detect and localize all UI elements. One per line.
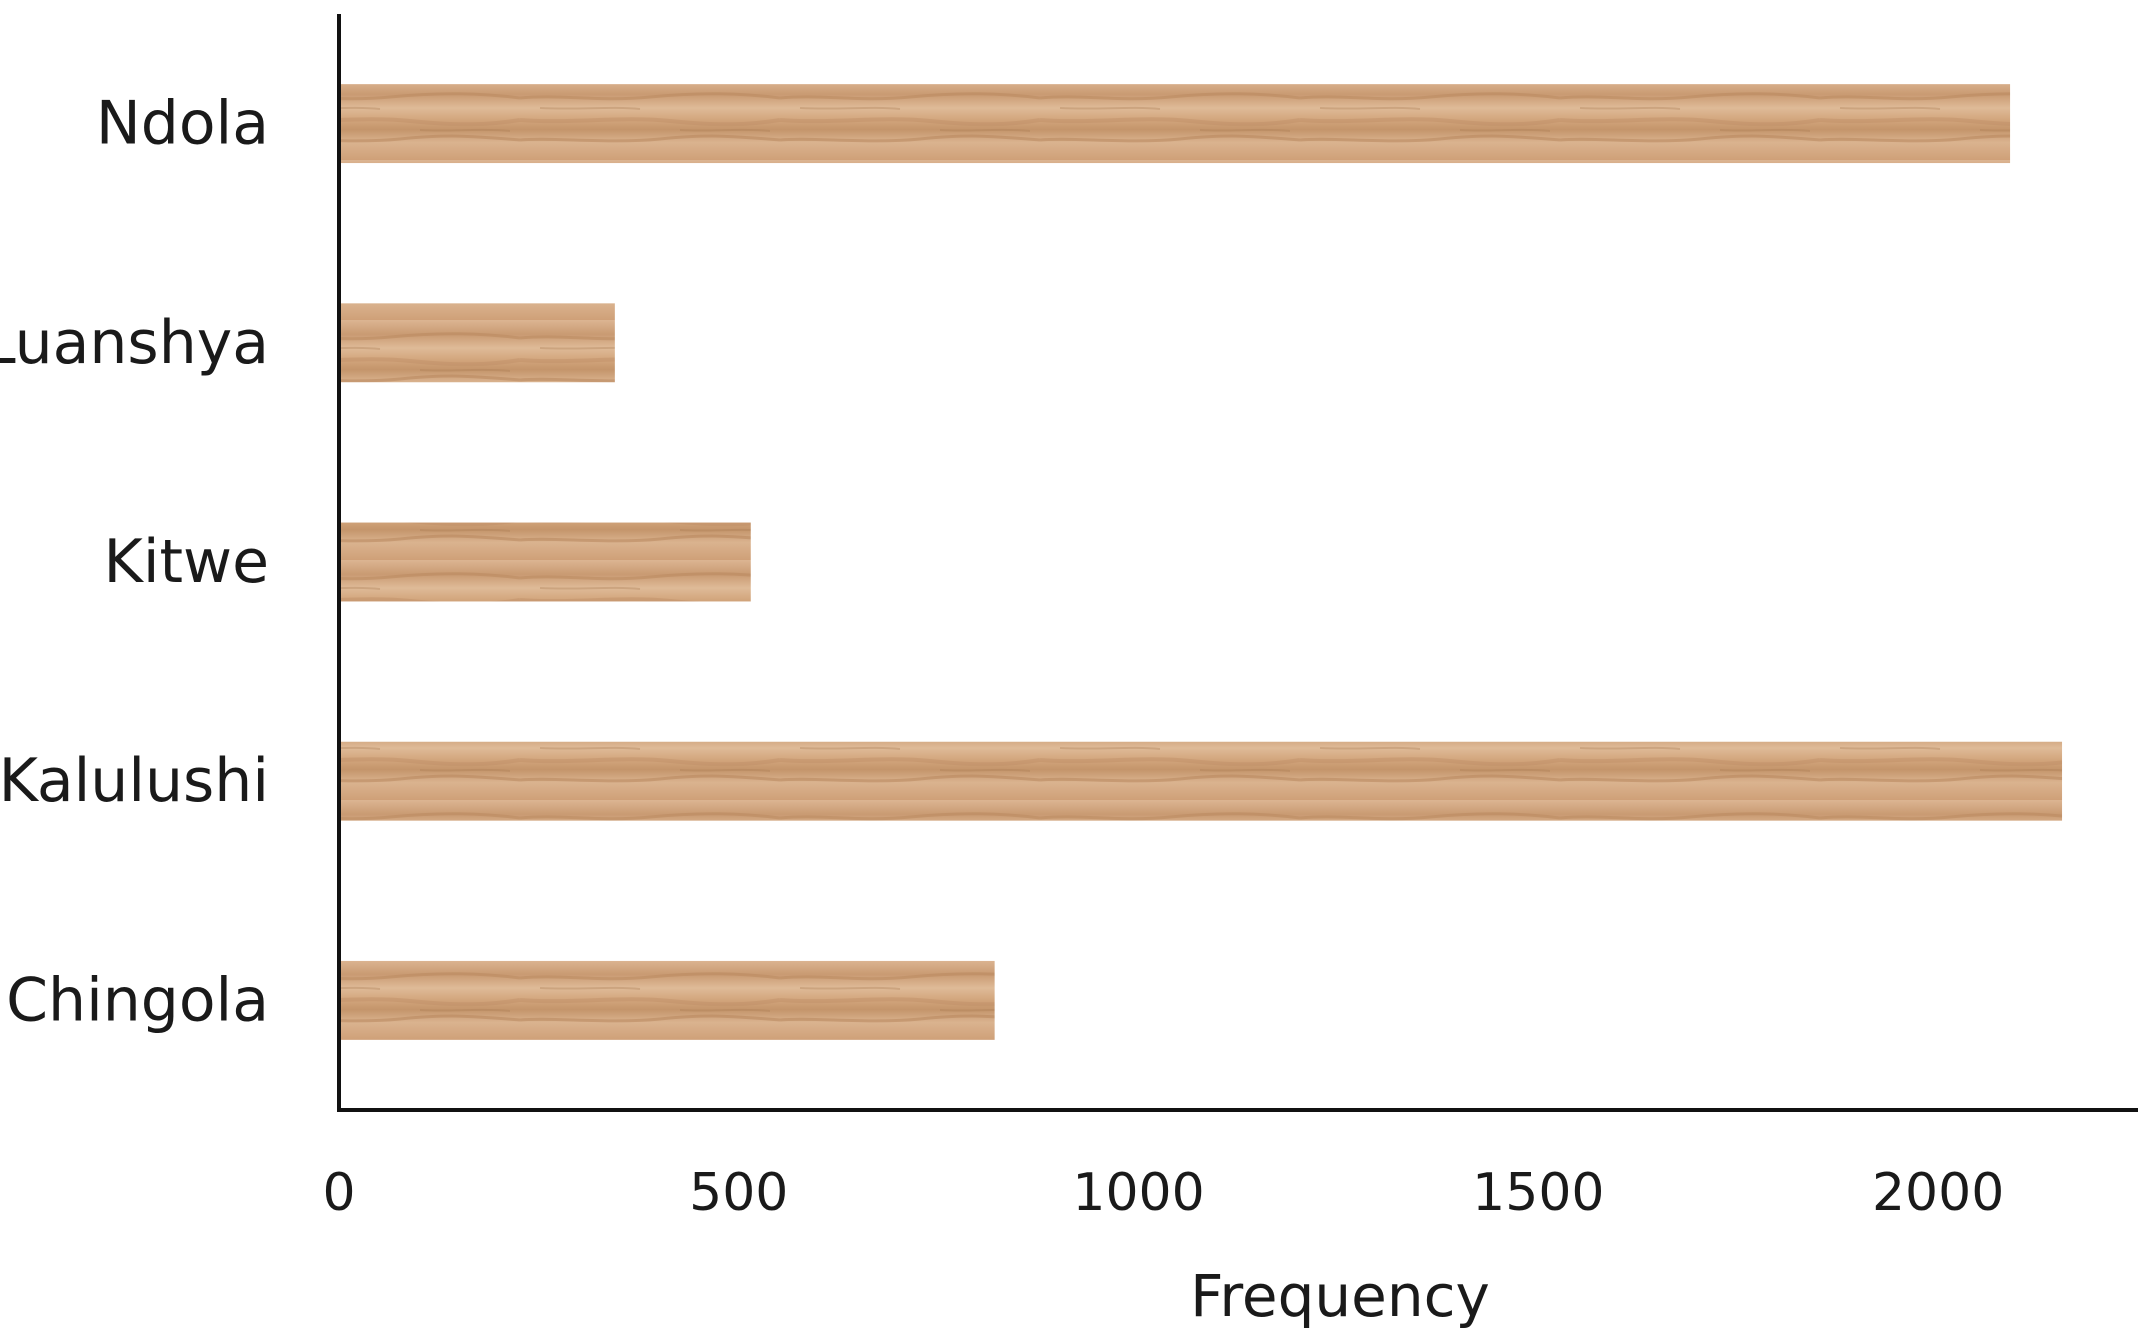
- category-label-ndola: Ndola: [96, 89, 269, 159]
- plot-layer: Ndola Luanshya Kitwe Kalulushi Chingola 0 500 1…: [0, 84, 2063, 1223]
- x-tick-label: 1000: [1072, 1163, 1204, 1223]
- category-label-luanshya: Luanshya: [0, 308, 269, 378]
- category-label-kitwe: Kitwe: [103, 527, 269, 597]
- x-tick-label: 1500: [1472, 1163, 1604, 1223]
- bar-chingola: [341, 960, 995, 1040]
- bar-ndola: [341, 84, 2011, 164]
- category-label-kalulushi: Kalulushi: [0, 746, 269, 816]
- x-tick-label: 2000: [1872, 1163, 2004, 1223]
- category-label-chingola: Chingola: [6, 965, 269, 1035]
- bar-kitwe: [341, 522, 751, 602]
- bar-kalulushi: [341, 741, 2063, 821]
- x-axis-title: Frequency: [1190, 1262, 1490, 1330]
- x-tick-label: 0: [322, 1163, 355, 1223]
- bar-luanshya: [341, 303, 615, 383]
- x-tick-label: 500: [689, 1163, 788, 1223]
